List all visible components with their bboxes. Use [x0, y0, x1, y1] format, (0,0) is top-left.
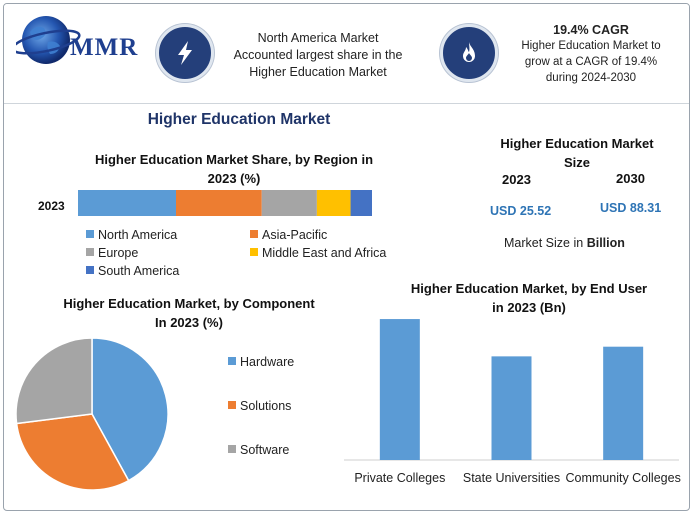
- bar-community-colleges: [603, 346, 644, 460]
- legend-item-south-america: South America: [86, 264, 179, 278]
- region-category-label: 2023: [38, 199, 65, 213]
- bar-state-universities: [491, 356, 532, 460]
- legend-item-north-america: North America: [86, 228, 177, 242]
- legend-label: Middle East and Africa: [262, 246, 387, 260]
- header-band: MMR North America Market Accounted large…: [4, 4, 689, 104]
- legend-item-hardware: Hardware: [228, 355, 294, 369]
- enduser-title-line2: in 2023 (Bn): [492, 300, 566, 315]
- size-value-2030: USD 88.31: [600, 201, 662, 215]
- market-size-title: Higher Education Market Size: [482, 134, 672, 172]
- bar-private-colleges: [379, 319, 420, 460]
- region-title-line1: Higher Education Market Share, by Region…: [94, 152, 374, 167]
- component-title-line1: Higher Education Market, by Component: [63, 296, 315, 311]
- info2-line1: Higher Education Market to: [521, 40, 661, 52]
- x-tick-label: Private Colleges: [354, 471, 445, 485]
- component-pie-chart: [15, 337, 169, 491]
- info2-line2: grow at a CAGR of 19.4%: [524, 56, 658, 68]
- legend-swatch: [250, 230, 258, 238]
- pie-slice-hardware: [91, 337, 169, 482]
- region-chart-title: Higher Education Market Share, by Region…: [74, 150, 394, 188]
- cagr-info: 19.4% CAGR Higher Education Market to gr…: [502, 22, 680, 86]
- bar-segment-europe: [261, 190, 317, 216]
- legend-label: Europe: [98, 246, 139, 260]
- legend-label: South America: [98, 264, 180, 278]
- legend-swatch: [86, 266, 94, 274]
- legend-label: Solutions: [240, 399, 292, 413]
- cagr-heading: 19.4% CAGR: [553, 23, 629, 37]
- brand-name: MMR: [70, 34, 139, 61]
- x-tick-label: State Universities: [463, 471, 560, 485]
- lightning-icon: [178, 41, 192, 65]
- legend-swatch: [228, 357, 236, 365]
- infographic-frame: MMR North America Market Accounted large…: [3, 3, 690, 511]
- size-title-line1: Higher Education Market: [500, 136, 654, 151]
- enduser-chart-title: Higher Education Market, by End User in …: [389, 279, 669, 317]
- legend-swatch: [86, 248, 94, 256]
- legend-swatch: [250, 248, 258, 256]
- mmr-globe-logo: [16, 16, 81, 64]
- bar-segment-middle-east-and-africa: [316, 190, 351, 216]
- lightning-icon-badge: [156, 24, 214, 82]
- flame-icon: [463, 42, 475, 62]
- pie-slice-software: [15, 337, 93, 425]
- legend-item-solutions: Solutions: [228, 399, 291, 413]
- component-chart-title: Higher Education Market, by Component In…: [44, 294, 334, 332]
- info1-line3: Higher Education Market: [249, 65, 387, 79]
- size-year-2030: 2030: [616, 171, 645, 186]
- size-year-2023: 2023: [502, 172, 531, 187]
- region-stacked-bar: [78, 190, 372, 216]
- size-title-line2: Size: [563, 155, 590, 170]
- north-america-info: North America Market Accounted largest s…: [218, 30, 418, 81]
- legend-swatch: [86, 230, 94, 238]
- component-title-line2: In 2023 (%): [155, 315, 223, 330]
- enduser-title-line1: Higher Education Market, by End User: [410, 281, 648, 296]
- size-value-2023: USD 25.52: [490, 204, 552, 218]
- legend-item-middle-east-and-africa: Middle East and Africa: [250, 246, 386, 260]
- legend-item-software: Software: [228, 443, 289, 457]
- legend-item-europe: Europe: [86, 246, 138, 260]
- legend-item-asia-pacific: Asia-Pacific: [250, 228, 327, 242]
- region-title-line2: 2023 (%): [207, 171, 261, 186]
- unit-value: Billion: [586, 236, 625, 250]
- info2-line3: during 2024-2030: [545, 72, 637, 84]
- legend-swatch: [228, 445, 236, 453]
- info1-line1: North America Market: [257, 31, 379, 45]
- pie-slice-solutions: [15, 413, 130, 491]
- legend-swatch: [228, 401, 236, 409]
- bar-segment-north-america: [78, 190, 176, 216]
- enduser-bar-chart: Private Colleges State Universities Commun…: [344, 319, 681, 485]
- legend-label: Asia-Pacific: [262, 228, 328, 242]
- x-tick-label: Community Colleges: [566, 471, 681, 485]
- bar-segment-south-america: [350, 190, 372, 216]
- legend-label: Software: [240, 443, 290, 457]
- main-title: Higher Education Market: [147, 111, 331, 128]
- info1-line2: Accounted largest share in the: [233, 48, 403, 62]
- unit-prefix: Market Size in: [504, 236, 584, 250]
- flame-icon-badge: [440, 24, 498, 82]
- bar-segment-asia-pacific: [176, 190, 262, 216]
- legend-label: Hardware: [240, 355, 295, 369]
- market-size-unit: Market Size in Billion: [504, 236, 625, 250]
- legend-label: North America: [98, 228, 178, 242]
